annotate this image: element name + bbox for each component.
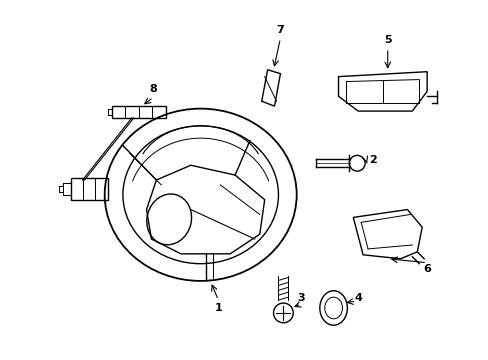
Text: 6: 6 <box>422 264 430 274</box>
Text: 8: 8 <box>149 84 157 94</box>
Text: 5: 5 <box>383 35 391 45</box>
Text: 1: 1 <box>214 303 222 313</box>
Text: 2: 2 <box>368 155 376 165</box>
Text: 7: 7 <box>276 25 284 35</box>
Text: 4: 4 <box>353 293 362 303</box>
Text: 3: 3 <box>297 293 305 303</box>
